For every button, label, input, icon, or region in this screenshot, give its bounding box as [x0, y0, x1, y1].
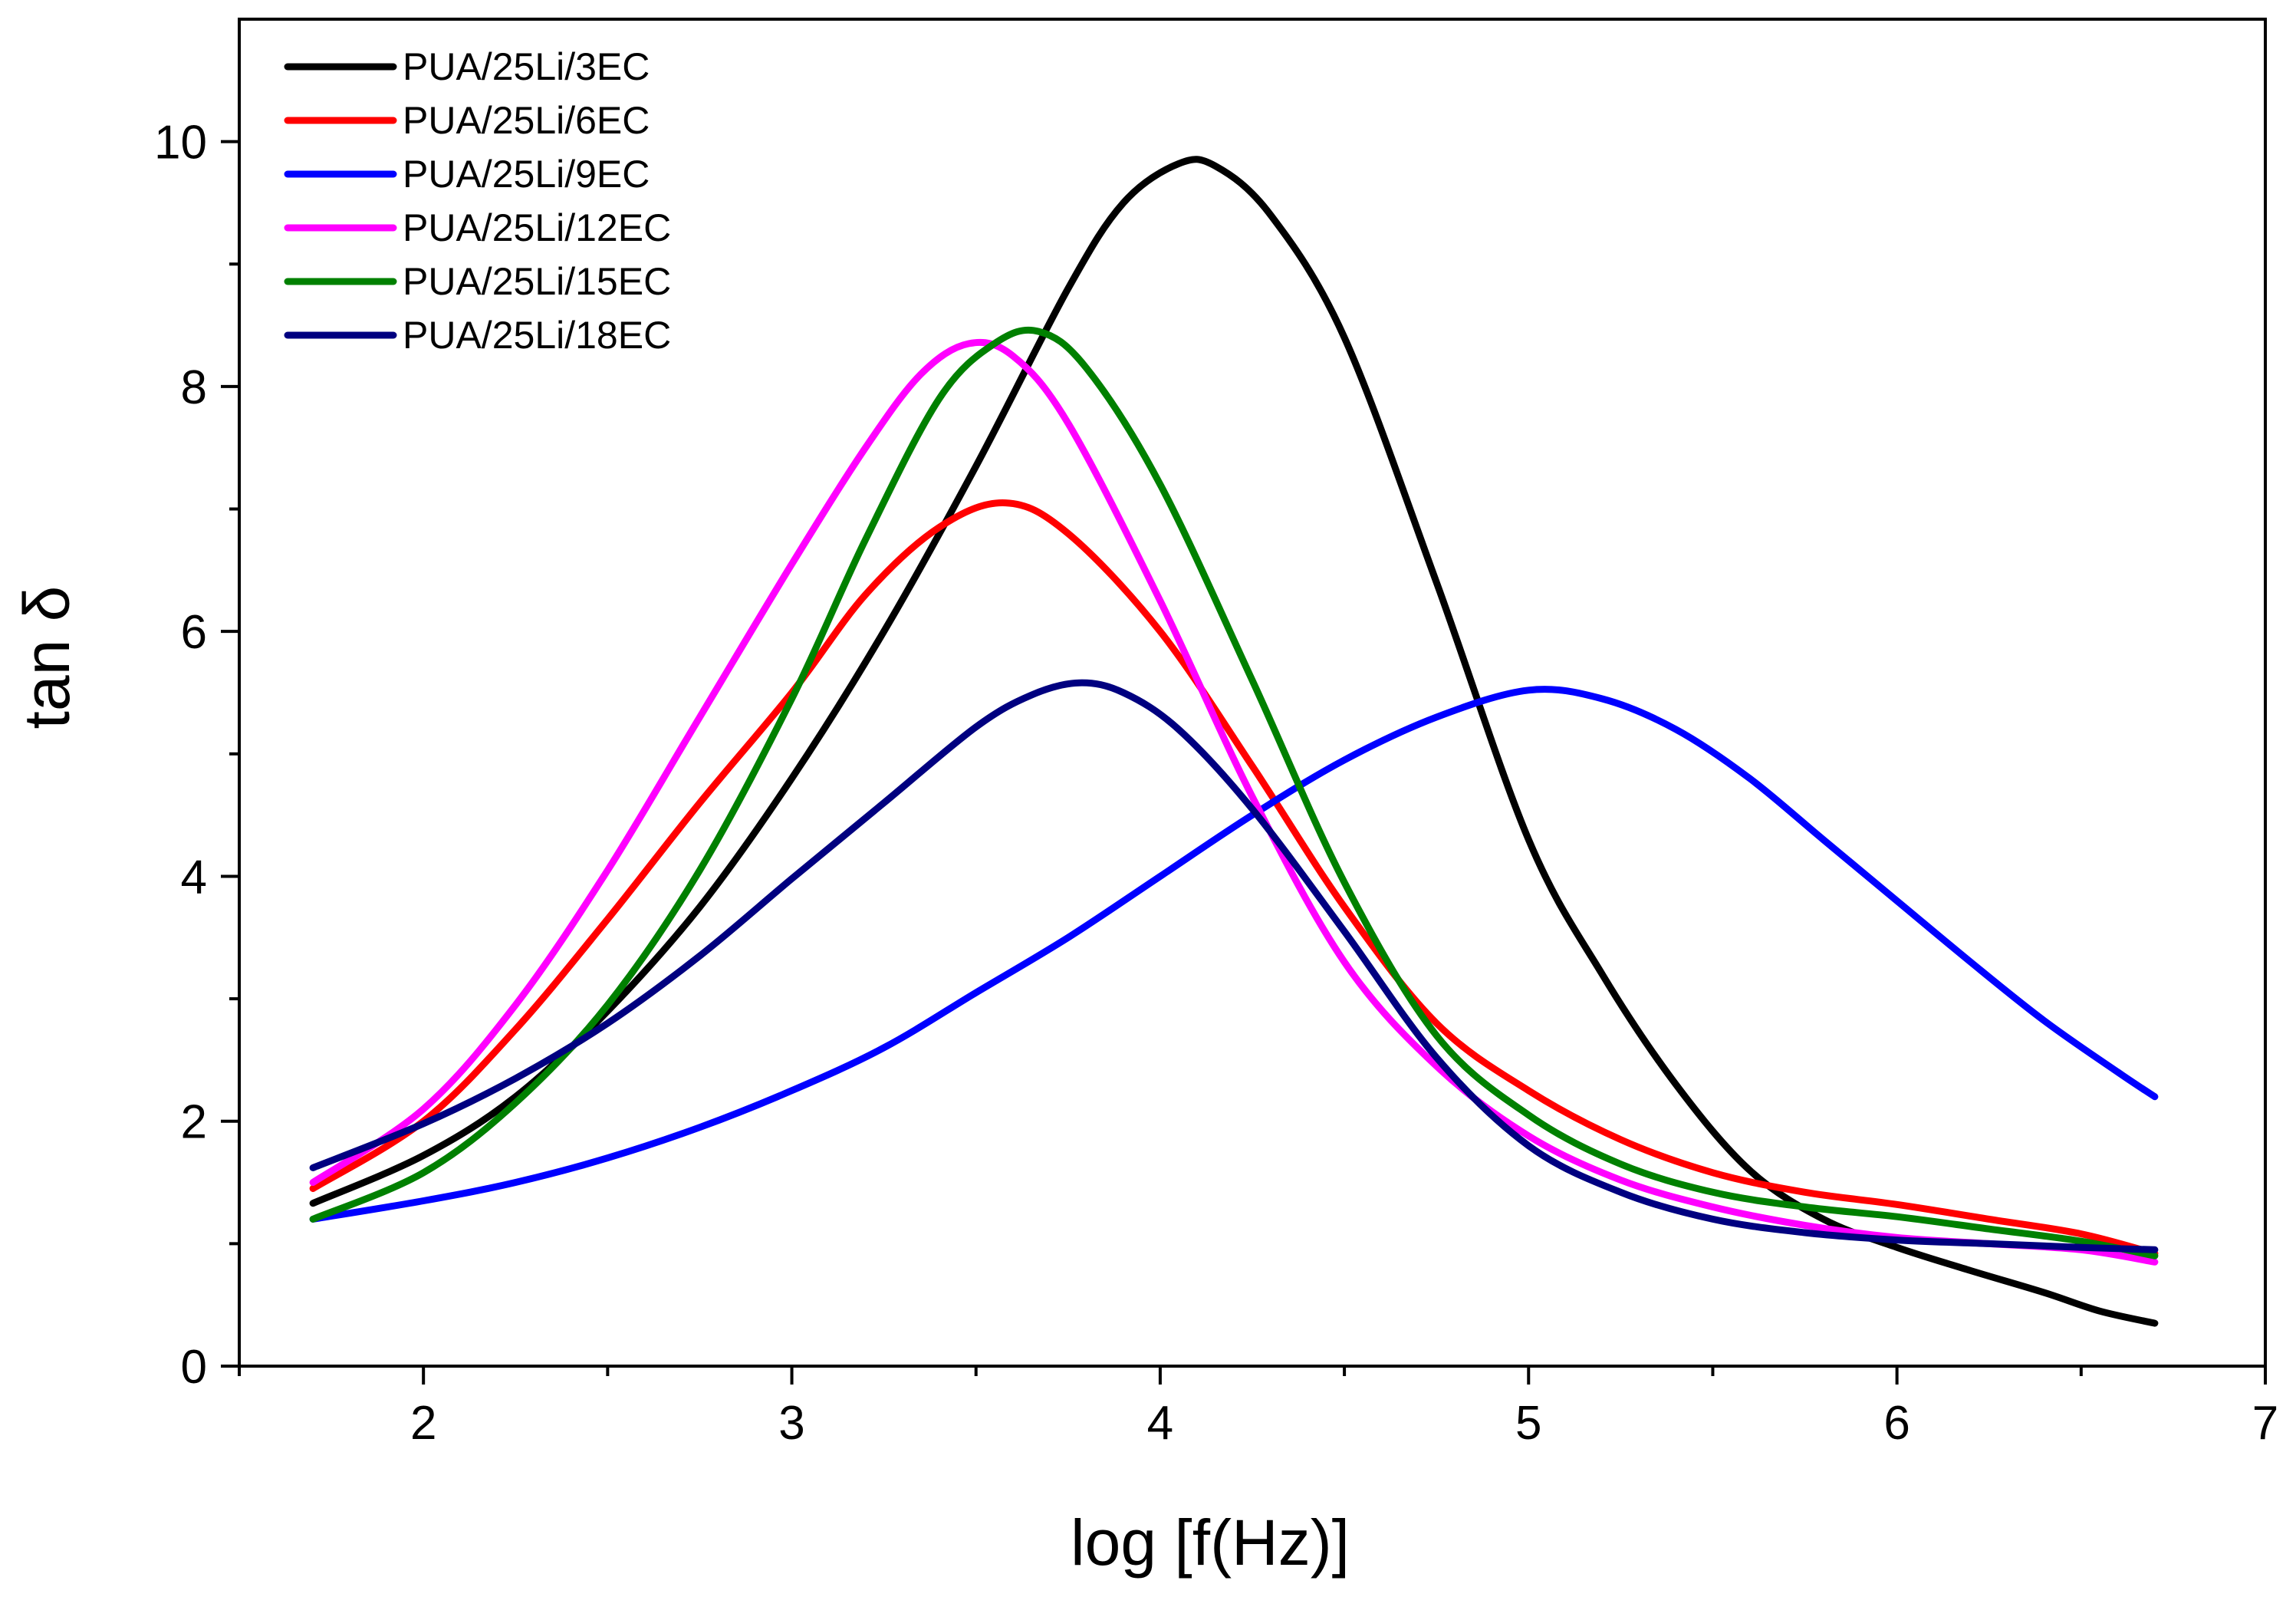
series-line-3 — [309, 338, 2159, 1266]
x-tick-label: 3 — [778, 1397, 804, 1450]
legend-label-1: PUA/25Li/6EC — [403, 99, 650, 142]
axes-layer — [238, 18, 2267, 1368]
y-tick-label: 0 — [181, 1341, 207, 1394]
series-line-2 — [309, 686, 2159, 1223]
legend-label-0: PUA/25Li/3EC — [403, 45, 650, 88]
series-line-4 — [309, 326, 2159, 1259]
y-tick-label: 4 — [181, 851, 207, 904]
plot-frame — [238, 18, 2267, 1368]
series-line-0 — [309, 156, 2159, 1327]
x-tick-label: 7 — [2252, 1397, 2278, 1450]
y-tick-label: 2 — [181, 1096, 207, 1149]
ticks-layer: 2 3 4 5 6 7 0 2 4 6 8 10 — [154, 117, 2278, 1450]
y-tick-label: 8 — [181, 361, 207, 414]
series-line-5 — [309, 679, 2159, 1253]
legend: PUA/25Li/3EC PUA/25Li/6EC PUA/25Li/9EC PUA/… — [284, 45, 671, 357]
x-tick-label: 2 — [410, 1397, 436, 1450]
y-tick-label: 10 — [154, 117, 207, 170]
y-axis-title: tan δ — [11, 586, 83, 729]
x-tick-label: 4 — [1147, 1397, 1173, 1450]
y-tick-label: 6 — [181, 606, 207, 659]
legend-label-2: PUA/25Li/9EC — [403, 153, 650, 196]
x-axis-title: log [f(Hz)] — [1071, 1506, 1350, 1579]
legend-label-5: PUA/25Li/18EC — [403, 314, 671, 357]
series-layer — [309, 156, 2159, 1327]
x-tick-label: 6 — [1883, 1397, 1909, 1450]
x-tick-label: 5 — [1515, 1397, 1541, 1450]
legend-label-4: PUA/25Li/15EC — [403, 260, 671, 303]
legend-label-3: PUA/25Li/12EC — [403, 206, 671, 249]
